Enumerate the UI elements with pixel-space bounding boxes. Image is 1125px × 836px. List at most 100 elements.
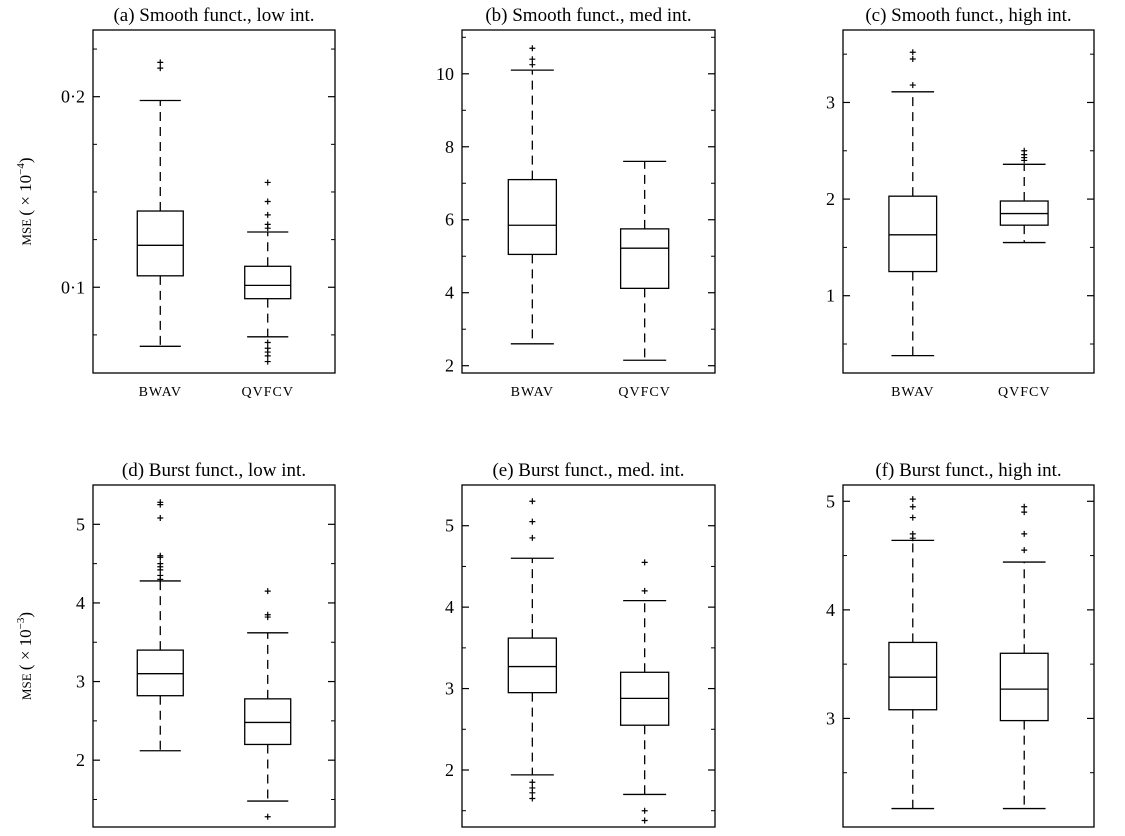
y-tick-label: 2 [826, 189, 835, 209]
x-category-label: QVFCV [241, 385, 293, 400]
y-tick-label: 4 [76, 593, 85, 613]
outlier-point [157, 552, 164, 559]
outlier-point [264, 198, 271, 205]
outlier-point [909, 514, 916, 521]
y-tick-label: 4 [826, 600, 835, 620]
x-category-label: BWAV [891, 385, 934, 400]
y-tick-label: 5 [76, 514, 85, 534]
outlier-point [157, 65, 164, 72]
outlier-point [264, 179, 271, 186]
box-qvfcv [619, 160, 670, 361]
plot-frame [92, 29, 336, 374]
plot-frame [461, 29, 716, 374]
outlier-point [1021, 503, 1028, 510]
outlier-point [529, 498, 536, 505]
outlier-point [641, 817, 648, 824]
x-category-label: QVFCV [618, 385, 670, 400]
outlier-point [1021, 509, 1028, 516]
y-tick-label: 0·1 [61, 277, 85, 297]
y-tick-label: 3 [826, 708, 835, 728]
box-iqr [999, 652, 1049, 722]
outlier-point [529, 56, 536, 63]
panel-title: (c) Smooth funct., high int. [865, 5, 1071, 26]
outlier-point [529, 45, 536, 52]
box-qvfcv [244, 588, 292, 820]
box-bwav [136, 59, 184, 347]
box-iqr [136, 649, 184, 697]
y-tick-label: 6 [445, 210, 454, 230]
outlier-point [641, 559, 648, 566]
box-iqr [244, 698, 292, 746]
y-axis-label: MSE ( × 10−4) [15, 157, 35, 245]
outlier-point [909, 530, 916, 537]
plot-frame [92, 484, 336, 828]
plot-frame [842, 484, 1095, 828]
outlier-point [529, 789, 536, 796]
outlier-point [264, 339, 271, 346]
box-bwav [507, 498, 558, 802]
box-iqr [507, 178, 558, 256]
y-tick-label: 4 [445, 283, 454, 303]
panel-d: (d) Burst funct., low int. 2 3 4 5 MSE ( × 10… [15, 460, 336, 828]
outlier-point [909, 49, 916, 56]
y-tick-label: 5 [445, 516, 454, 536]
outlier-point [529, 518, 536, 525]
y-axis-label: MSE ( × 10−3) [15, 612, 35, 700]
box-qvfcv [244, 179, 292, 365]
y-tick-label: 2 [445, 356, 454, 376]
outlier-point [529, 534, 536, 541]
box-bwav [888, 49, 938, 357]
outlier-point [264, 221, 271, 228]
outlier-point [157, 572, 164, 579]
outlier-point [157, 560, 164, 567]
outlier-point [1021, 530, 1028, 537]
y-tick-label: 2 [445, 760, 454, 780]
outlier-point [909, 55, 916, 62]
panel-a: (a) Smooth funct., low int. 0·1 0·2 MSE ( ×… [15, 5, 336, 400]
y-tick-label: 2 [76, 750, 85, 770]
outlier-point [641, 807, 648, 814]
box-bwav [136, 499, 184, 752]
outlier-point [264, 358, 271, 365]
outlier-point [909, 496, 916, 503]
plot-frame [842, 29, 1095, 374]
outlier-point [264, 211, 271, 218]
outlier-point [157, 515, 164, 522]
x-category-label: QVFCV [998, 385, 1050, 400]
outlier-point [1021, 547, 1028, 554]
box-iqr [244, 265, 292, 300]
panel-title: (a) Smooth funct., low int. [113, 5, 314, 26]
y-tick-label: 0·2 [61, 87, 85, 107]
y-tick-label: 4 [445, 597, 454, 617]
plot-frame [461, 484, 716, 828]
panel-b: (b) Smooth funct., med int. 2 4 6 8 10 BWAV QVF… [436, 5, 716, 400]
box-qvfcv [999, 147, 1049, 244]
box-bwav [888, 496, 938, 810]
box-iqr [888, 195, 938, 273]
panel-title: (d) Burst funct., low int. [122, 460, 306, 481]
outlier-point [1021, 147, 1028, 154]
panel-c: (c) Smooth funct., high int. 1 2 3 BWAV QVFCV [826, 5, 1095, 400]
panel-e: (e) Burst funct., med. int.2345BWAVQVFCV [445, 460, 716, 828]
box-iqr [136, 210, 184, 277]
outlier-point [529, 795, 536, 802]
box-iqr [507, 637, 558, 694]
box-qvfcv [619, 559, 670, 824]
x-category-label: BWAV [511, 385, 554, 400]
outlier-point [157, 59, 164, 66]
outlier-point [157, 499, 164, 506]
box-iqr [619, 228, 670, 289]
y-tick-label: 8 [445, 137, 454, 157]
box-qvfcv [999, 503, 1049, 810]
outlier-point [264, 611, 271, 618]
panel-title: (e) Burst funct., med. int. [492, 460, 684, 481]
x-category-label: BWAV [139, 385, 182, 400]
y-tick-label: 3 [445, 679, 454, 699]
y-tick-label: 10 [436, 64, 454, 84]
box-iqr [888, 641, 938, 711]
outlier-point [264, 588, 271, 595]
panel-f: (f) Burst funct., high int.345BWAVQVFCV [826, 460, 1095, 828]
y-tick-label: 1 [826, 286, 835, 306]
panel-title: (b) Smooth funct., med int. [485, 5, 691, 26]
y-tick-label: 5 [826, 491, 835, 511]
